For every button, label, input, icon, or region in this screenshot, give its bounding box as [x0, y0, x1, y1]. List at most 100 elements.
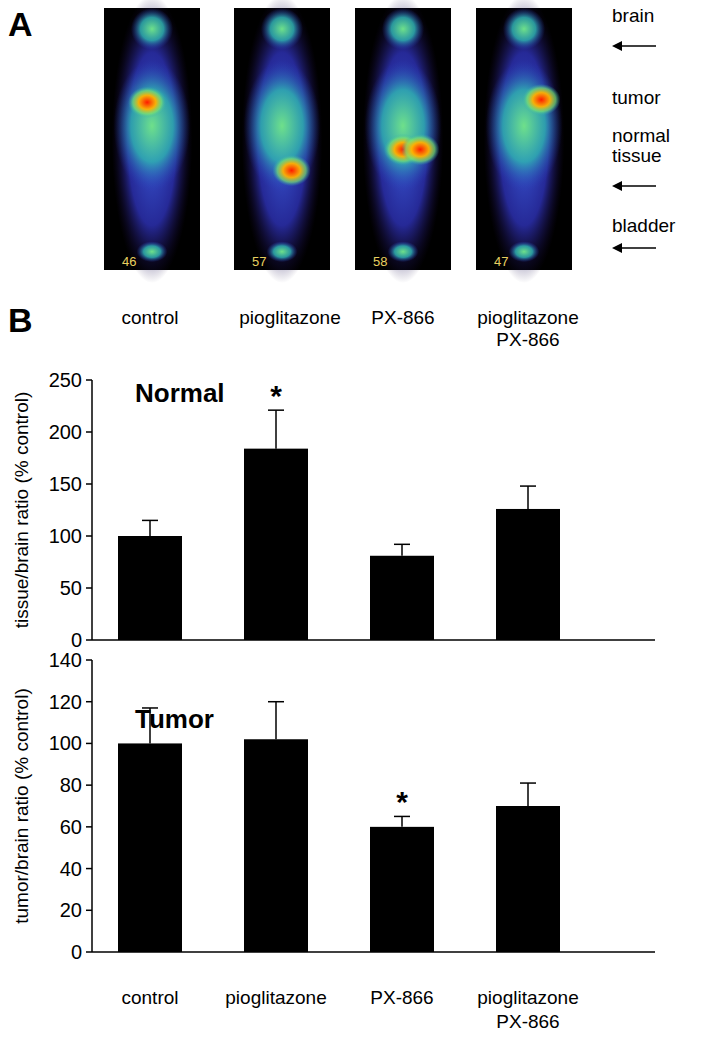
image-caption: pioglitazonePX-866	[477, 307, 578, 350]
bars	[118, 410, 560, 640]
y-tick	[86, 951, 92, 953]
y-tick	[86, 379, 92, 381]
image-number: 46	[122, 254, 136, 269]
y-tick-label: 140	[49, 649, 82, 671]
x-tick-label: pioglitazone	[225, 987, 326, 1008]
bar	[244, 739, 308, 952]
x-tick-label: pioglitazone PX-866	[477, 987, 578, 1032]
y-tick-label: 150	[49, 473, 82, 495]
arrow-shaft	[618, 247, 656, 249]
image-caption: PX-866	[371, 307, 434, 328]
y-tick	[86, 868, 92, 870]
hot-spot	[401, 134, 439, 165]
error-cap	[268, 701, 284, 703]
y-tick-label: 0	[71, 941, 82, 963]
y-tick-label: 100	[49, 525, 82, 547]
text-line: control	[121, 307, 178, 328]
text-line: tumor	[612, 87, 661, 108]
image-number: 47	[494, 254, 508, 269]
arrow-shaft	[618, 185, 656, 187]
text-line: PX-866	[371, 307, 434, 328]
bar	[244, 449, 308, 640]
error-line	[275, 702, 277, 740]
chart-title: Tumor	[135, 704, 214, 734]
error-cap	[142, 707, 158, 709]
text-line: control	[121, 987, 178, 1008]
figure: A 46 control 57 pioglitazone 58 PX-866 47 piogli…	[0, 0, 718, 1042]
y-tick-label: 60	[60, 816, 82, 838]
x-tick-label: control	[121, 987, 178, 1008]
torso-glow	[244, 60, 321, 191]
y-tick	[86, 587, 92, 589]
error-line	[149, 708, 151, 743]
error-cap	[520, 485, 536, 487]
error-line	[275, 410, 277, 448]
chart: Normal tissue/brain ratio (% control) 0 50 1…	[11, 369, 655, 651]
chart: Tumor tumor/brain ratio (% control) 0 20 40 6…	[11, 649, 655, 1032]
y-tick-label: 120	[49, 691, 82, 713]
hot-spot	[128, 87, 166, 118]
error-bar	[268, 410, 284, 448]
significance: *	[270, 379, 282, 412]
y-tick-label: 100	[49, 732, 82, 754]
chart-title: Normal	[135, 378, 225, 408]
text-line: PX-866	[496, 329, 559, 350]
region-label: tumor	[612, 87, 661, 108]
pet-image	[355, 0, 451, 283]
y-tick	[86, 910, 92, 912]
bar	[496, 509, 560, 640]
region-label: brain	[612, 5, 654, 26]
error-bar	[520, 486, 536, 509]
y-tick-label: 50	[60, 577, 82, 599]
brain-glow	[261, 8, 303, 50]
image-number: 57	[252, 254, 266, 269]
y-axis-label: tissue/brain ratio (% control)	[11, 392, 32, 629]
y-tick	[86, 639, 92, 641]
error-bar	[268, 702, 284, 740]
region-label: normaltissue	[612, 125, 670, 166]
panel-label: B	[8, 301, 33, 339]
error-line	[527, 783, 529, 806]
error-bar	[142, 708, 158, 743]
y-tick-label: 20	[60, 899, 82, 921]
text-line: pioglitazone	[477, 307, 578, 328]
text-line: PX-866	[370, 987, 433, 1008]
y-tick	[86, 784, 92, 786]
bladder-glow	[137, 241, 168, 262]
bars	[118, 702, 560, 952]
x-tick-label: PX-866	[370, 987, 433, 1008]
arrow-head	[612, 243, 622, 253]
image-caption: control	[121, 307, 178, 328]
pet-image	[104, 0, 200, 283]
image-number: 58	[373, 254, 387, 269]
y-tick-label: 80	[60, 774, 82, 796]
y-tick	[86, 431, 92, 433]
y-tick	[86, 535, 92, 537]
y-axis-label: tumor/brain ratio (% control)	[11, 688, 32, 923]
torso-glow	[365, 60, 442, 191]
bladder-glow	[267, 241, 298, 262]
torso-glow	[486, 60, 563, 191]
body-glow	[484, 0, 565, 283]
body-glow	[112, 0, 193, 283]
region-label: bladder	[612, 215, 676, 236]
error-bar	[520, 783, 536, 806]
bar	[118, 536, 182, 640]
error-line	[527, 486, 529, 509]
y-tick	[86, 743, 92, 745]
text-line: pioglitazone	[477, 987, 578, 1008]
bar	[496, 806, 560, 952]
bar	[370, 827, 434, 952]
y-tick-label: 0	[71, 629, 82, 651]
y-axis	[91, 660, 93, 952]
y-tick-label: 250	[49, 369, 82, 391]
arrow-head	[612, 41, 622, 51]
y-tick-label: 40	[60, 858, 82, 880]
error-bar	[142, 520, 158, 536]
text-line: tissue	[612, 145, 662, 166]
significance: *	[396, 785, 408, 818]
text-line: normal	[612, 125, 670, 146]
text-line: PX-866	[496, 1011, 559, 1032]
arrow-shaft	[618, 45, 656, 47]
panel-label: A	[8, 5, 33, 43]
